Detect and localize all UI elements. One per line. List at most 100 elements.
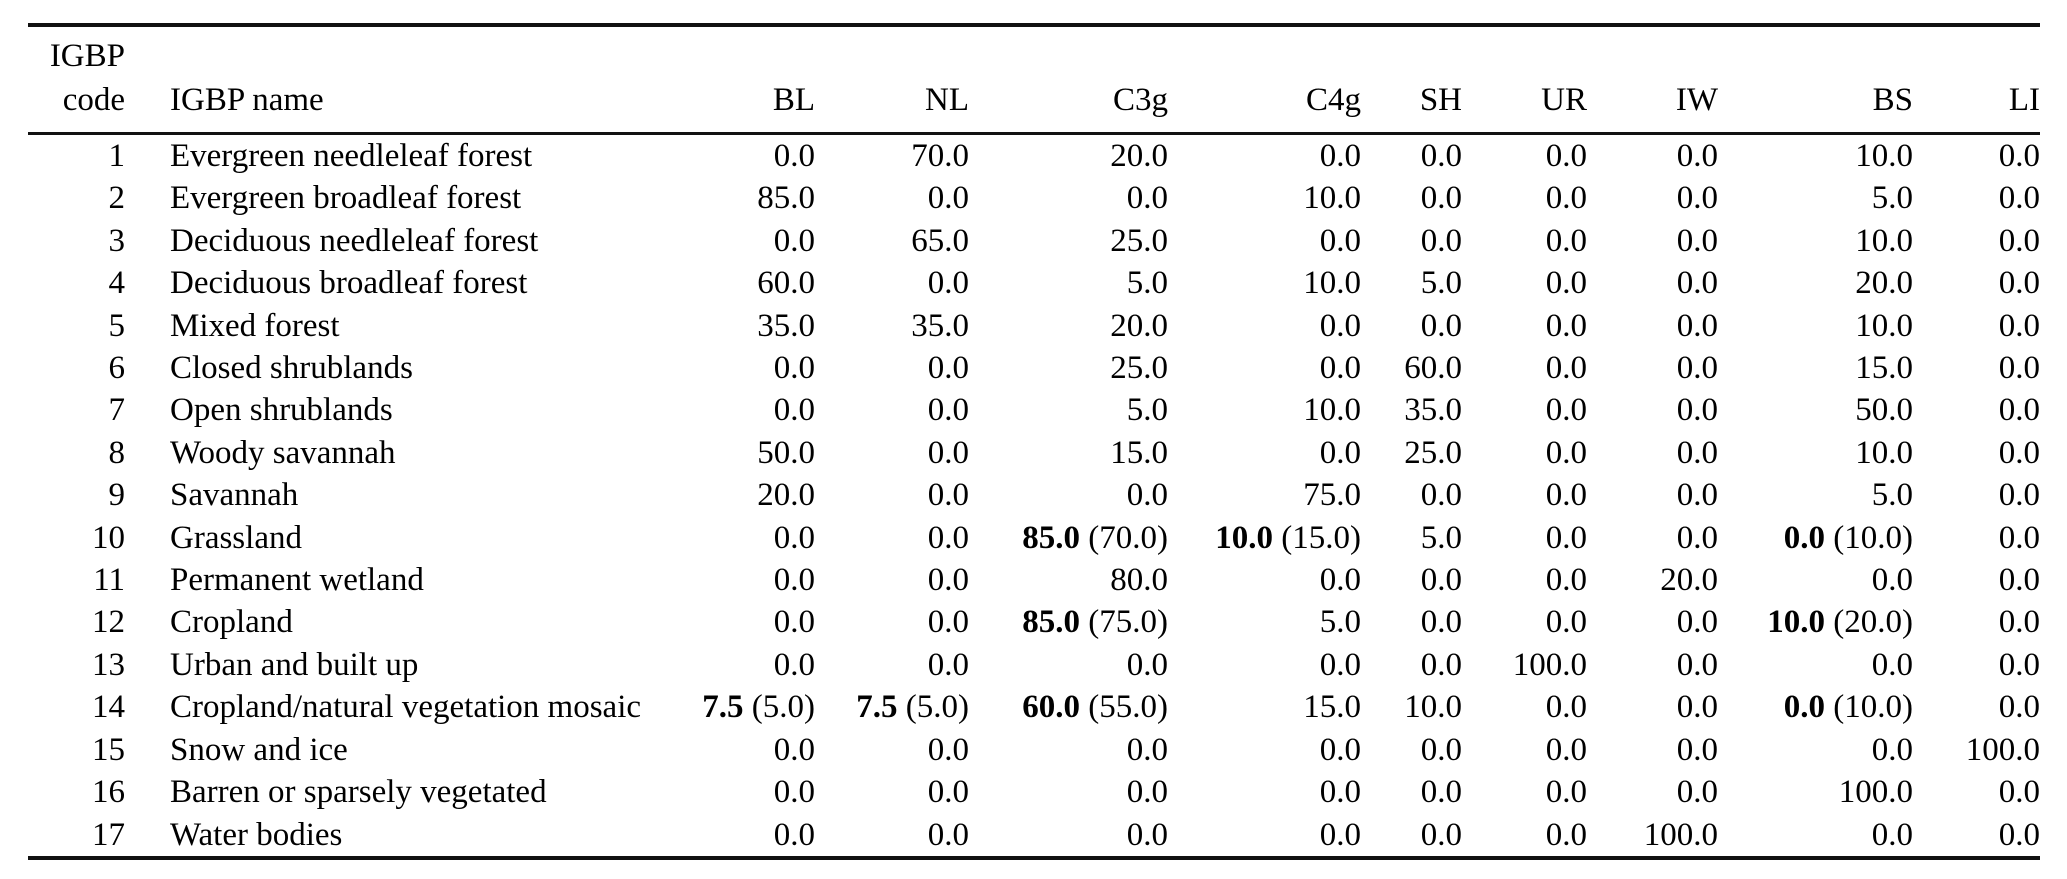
column-header-label: LI bbox=[2008, 82, 2040, 118]
cell-c4g: 0.0 bbox=[1319, 350, 1361, 387]
cell-sh: 10.0 bbox=[1404, 689, 1462, 726]
table-row: 9 Savannah 20.0 0.0 0.0 75.0 0.0 0.0 0.0 5.0 0.0 bbox=[28, 474, 2041, 516]
cell-sh: 60.0 bbox=[1404, 350, 1462, 387]
cell-ur: 0.0 bbox=[1545, 774, 1587, 811]
cell-c3g: 0.0 bbox=[1126, 646, 1168, 683]
table-row: 5 Mixed forest 35.0 35.0 20.0 0.0 0.0 0.0 0.0 10.… bbox=[28, 305, 2041, 347]
table-row: 8 Woody savannah 50.0 0.0 15.0 0.0 25.0 0.0 0.0 1… bbox=[28, 432, 2041, 474]
column-header-bl: BL bbox=[662, 25, 815, 135]
cell-li: 0.0 bbox=[1998, 519, 2040, 556]
column-header-li: LI bbox=[1913, 25, 2040, 135]
table-row: 10 Grassland 0.0 0.0 85.0 (70.0) 10.0 (15.0) 5… bbox=[28, 517, 2040, 559]
column-header-label: NL bbox=[925, 82, 969, 118]
column-header-label: SH bbox=[1419, 82, 1462, 118]
cell-igbp-name: Grassland bbox=[170, 519, 302, 556]
cell-bs: 10.0 bbox=[1855, 434, 1913, 471]
cell-sh: 0.0 bbox=[1420, 307, 1462, 344]
cell-bl: 20.0 bbox=[757, 477, 815, 514]
cell-nl: 0.0 bbox=[927, 392, 969, 429]
cell-igbp-code: 13 bbox=[92, 646, 125, 683]
cell-c4g: 0.0 bbox=[1319, 731, 1361, 768]
cell-value-bold: 7.5 bbox=[702, 689, 744, 726]
cell-iw: 0.0 bbox=[1676, 180, 1718, 217]
cell-nl: 65.0 bbox=[911, 222, 969, 259]
header-row: IGBP code IGBP name BL NL C3g C4g SH UR IW BS LI bbox=[28, 25, 2040, 135]
cell-nl: 0.0 bbox=[927, 265, 969, 302]
cell-c3g: 0.0 bbox=[1126, 774, 1168, 811]
cell-nl: 0.0 bbox=[927, 646, 969, 683]
cell-sh: 0.0 bbox=[1420, 731, 1462, 768]
column-header-igbp-code: IGBP code bbox=[28, 25, 125, 135]
cell-c3g: 15.0 bbox=[1110, 434, 1168, 471]
column-header-label: BS bbox=[1872, 82, 1913, 118]
cell-bl: 7.5 (5.0) bbox=[702, 689, 815, 726]
cell-bs: 15.0 bbox=[1855, 350, 1913, 387]
cell-igbp-code: 8 bbox=[108, 434, 126, 471]
cell-nl: 70.0 bbox=[911, 138, 969, 174]
table-row: 3 Deciduous needleleaf forest 0.0 65.0 25.0 0… bbox=[28, 220, 2041, 262]
cell-ur: 0.0 bbox=[1545, 307, 1587, 344]
cell-c4g: 0.0 bbox=[1319, 434, 1361, 471]
cell-igbp-code: 1 bbox=[108, 138, 126, 174]
cell-c4g: 10.0 bbox=[1303, 265, 1361, 302]
cell-bl: 50.0 bbox=[757, 434, 815, 471]
cell-li: 0.0 bbox=[1998, 180, 2040, 217]
cell-ur: 0.0 bbox=[1545, 392, 1587, 429]
cell-igbp-name: Savannah bbox=[170, 477, 299, 514]
table-row: 12 Cropland 0.0 0.0 85.0 (75.0) 5.0 0.0 0.0 0.0 1… bbox=[28, 601, 2040, 643]
cell-ur: 0.0 bbox=[1545, 477, 1587, 514]
header-igbp-line: IGBP bbox=[49, 38, 125, 74]
cell-li: 0.0 bbox=[1998, 307, 2040, 344]
cell-nl: 0.0 bbox=[927, 519, 969, 556]
cell-bs: 20.0 bbox=[1855, 265, 1913, 302]
column-header-label: C4g bbox=[1305, 82, 1361, 118]
cell-ur: 0.0 bbox=[1545, 731, 1587, 768]
cell-bl: 85.0 bbox=[757, 180, 815, 217]
table-header: IGBP code IGBP name BL NL C3g C4g SH UR IW BS LI bbox=[28, 25, 2040, 135]
column-header-label: IW bbox=[1675, 82, 1718, 118]
cell-iw: 0.0 bbox=[1676, 138, 1718, 174]
cell-sh: 0.0 bbox=[1420, 477, 1462, 514]
cell-ur: 100.0 bbox=[1512, 646, 1587, 683]
cell-igbp-name: Snow and ice bbox=[170, 731, 348, 768]
cell-igbp-name: Deciduous broadleaf forest bbox=[170, 265, 528, 302]
cell-sh: 0.0 bbox=[1420, 774, 1462, 811]
cell-bs: 10.0 bbox=[1855, 138, 1913, 174]
cell-bs: 10.0 bbox=[1855, 222, 1913, 259]
cell-nl: 0.0 bbox=[927, 434, 969, 471]
cell-iw: 100.0 bbox=[1643, 816, 1718, 853]
cell-iw: 20.0 bbox=[1660, 562, 1718, 599]
cell-ur: 0.0 bbox=[1545, 604, 1587, 641]
table-row: 4 Deciduous broadleaf forest 60.0 0.0 5.0 10.… bbox=[28, 262, 2041, 304]
cell-c4g: 0.0 bbox=[1319, 816, 1361, 853]
table-row: 13 Urban and built up 0.0 0.0 0.0 0.0 0.0 100.0… bbox=[28, 644, 2040, 686]
cell-c3g: 0.0 bbox=[1126, 180, 1168, 217]
cell-li: 0.0 bbox=[1998, 434, 2040, 471]
cell-c4g: 0.0 bbox=[1319, 307, 1361, 344]
cell-igbp-code: 17 bbox=[92, 816, 125, 853]
column-header-sh: SH bbox=[1361, 25, 1462, 135]
cell-igbp-code: 12 bbox=[92, 604, 125, 641]
cell-bs: 0.0 bbox=[1871, 562, 1913, 599]
cell-bs: 100.0 bbox=[1838, 774, 1913, 811]
cell-li: 100.0 bbox=[1965, 731, 2040, 768]
cell-sh: 0.0 bbox=[1420, 646, 1462, 683]
cell-igbp-name: Mixed forest bbox=[170, 307, 340, 344]
cell-value-bold: 60.0 bbox=[1022, 689, 1081, 726]
table-row: 6 Closed shrublands 0.0 0.0 25.0 0.0 60.0 0.0 0.… bbox=[28, 347, 2041, 389]
cell-li: 0.0 bbox=[1998, 350, 2040, 387]
cell-c4g: 0.0 bbox=[1319, 562, 1361, 599]
cell-c3g: 20.0 bbox=[1110, 138, 1168, 174]
cell-c3g: 20.0 bbox=[1110, 307, 1168, 344]
cell-igbp-name: Woody savannah bbox=[170, 434, 396, 471]
cell-nl: 0.0 bbox=[927, 731, 969, 768]
header-code-line: code bbox=[62, 82, 125, 118]
cell-bl: 0.0 bbox=[773, 604, 815, 641]
cell-ur: 0.0 bbox=[1545, 816, 1587, 853]
cell-bl: 60.0 bbox=[757, 265, 815, 302]
cell-ur: 0.0 bbox=[1545, 138, 1587, 174]
cell-c4g: 10.0 (15.0) bbox=[1215, 519, 1361, 556]
column-header-nl: NL bbox=[815, 25, 969, 135]
cell-c3g: 85.0 (70.0) bbox=[1022, 519, 1168, 556]
igbp-land-cover-table: IGBP code IGBP name BL NL C3g C4g SH UR IW BS LI… bbox=[28, 23, 2040, 860]
